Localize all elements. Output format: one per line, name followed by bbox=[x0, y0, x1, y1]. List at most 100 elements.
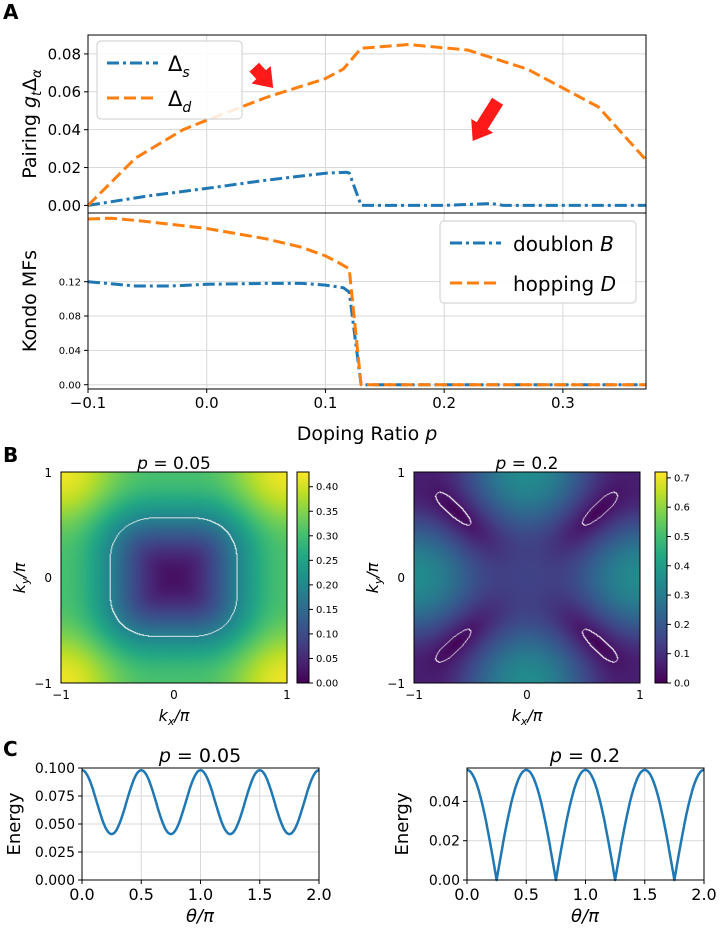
series-group bbox=[466, 768, 705, 882]
y-tick-label: 0.06 bbox=[48, 83, 81, 101]
y-axis-label: Energy bbox=[4, 792, 25, 855]
colorbar-tick-label: 0.00 bbox=[316, 679, 338, 690]
y-tick-label: −1 bbox=[34, 677, 52, 691]
x-axis-label: kx/π bbox=[159, 706, 190, 728]
y-axis-label: Pairing gtΔα bbox=[19, 69, 45, 179]
x-tick-label: −1 bbox=[405, 688, 423, 702]
x-axis-label: θ/π bbox=[571, 906, 600, 927]
colorbar-tick-label: 0.20 bbox=[316, 580, 338, 591]
y-tick-label: 0.000 bbox=[35, 873, 75, 889]
y-tick-label: −1 bbox=[387, 677, 405, 691]
y-tick-label: 0.075 bbox=[35, 789, 75, 805]
y-tick-label: 0.050 bbox=[35, 817, 75, 833]
colorbar-tick-label: 0.6 bbox=[674, 503, 690, 514]
y-axis-label: ky/π bbox=[10, 562, 32, 593]
grid bbox=[466, 768, 705, 881]
red-arrow-annotation bbox=[471, 97, 504, 141]
legend-label-doublon: doublon B bbox=[513, 232, 614, 256]
y-tick-label: 0.08 bbox=[59, 312, 81, 323]
heatmap-b-left: p = 0.05 1 0 −1 −1 0 1 kx/π ky/π 0.000.0… bbox=[10, 454, 338, 728]
legend-label-delta-d: Δd bbox=[168, 87, 191, 116]
x-tick-label: 0.0 bbox=[69, 885, 94, 904]
x-tick-label: 1.0 bbox=[573, 885, 598, 904]
panel-label-c: C bbox=[3, 737, 18, 761]
x-tick-label: 0.1 bbox=[314, 394, 338, 412]
series-line-gap bbox=[81, 768, 320, 836]
x-tick-label: 1 bbox=[283, 688, 291, 702]
x-axis-label: Doping Ratio p bbox=[297, 423, 438, 445]
y-tick-label: 0.00 bbox=[429, 873, 460, 889]
series-line-doublon-b bbox=[87, 280, 646, 387]
annotation-arrows bbox=[249, 62, 504, 141]
x-axis-label: kx/π bbox=[512, 706, 543, 728]
heatmap-image bbox=[61, 472, 287, 683]
y-tick-label: 0.100 bbox=[35, 761, 75, 777]
x-tick-label: 0.5 bbox=[129, 885, 154, 904]
colorbar-tick-label: 0.25 bbox=[316, 556, 338, 567]
x-tick-label: 1 bbox=[636, 688, 644, 702]
plot-frame bbox=[87, 212, 647, 390]
panel-label-a: A bbox=[3, 0, 19, 24]
colorbar-tick-label: 0.5 bbox=[674, 532, 690, 543]
grid bbox=[81, 767, 320, 881]
colorbar-tick-label: 0.1 bbox=[674, 649, 690, 660]
x-axis-label: θ/π bbox=[186, 906, 215, 927]
y-tick-label: 0.04 bbox=[48, 121, 81, 139]
panel-label-b: B bbox=[3, 443, 18, 467]
colorbar-tick-label: 0.7 bbox=[674, 473, 690, 484]
y-tick-label: 0.12 bbox=[59, 277, 81, 288]
chart-a-bottom: 0.00 0.04 0.08 0.12 −0.1 0.0 0.1 0.2 0.3 Kondo … bbox=[19, 212, 647, 445]
y-tick-labels: 0.00 0.02 0.04 bbox=[429, 794, 467, 889]
y-tick-label: 0.00 bbox=[59, 380, 81, 391]
colorbar: 0.0 0.1 0.2 0.3 0.4 0.5 0.6 0.7 bbox=[654, 471, 690, 690]
x-tick-label: 0.5 bbox=[514, 885, 539, 904]
x-tick-label: 0.2 bbox=[432, 394, 456, 412]
x-tick-labels: −0.1 0.0 0.1 0.2 0.3 bbox=[70, 389, 575, 412]
x-tick-label: 2.0 bbox=[691, 885, 716, 904]
colorbar-tick-label: 0.35 bbox=[316, 507, 338, 518]
series-line--s bbox=[87, 170, 646, 207]
y-axis-label: Energy bbox=[392, 792, 413, 855]
plot-frame bbox=[60, 471, 288, 684]
x-tick-label: −1 bbox=[52, 688, 70, 702]
series-group bbox=[86, 43, 648, 207]
y-tick-label: 0.04 bbox=[59, 346, 81, 357]
y-axis-label: ky/π bbox=[363, 562, 385, 593]
y-tick-label: 0.04 bbox=[429, 794, 460, 810]
chart-a-top: 0.00 0.02 0.04 0.06 0.08 Pairing gtΔα Δs Δd bbox=[19, 34, 648, 215]
series-group bbox=[81, 768, 320, 836]
x-tick-label: 0.3 bbox=[551, 394, 575, 412]
x-tick-label: 1.0 bbox=[188, 885, 213, 904]
colorbar-tick-label: 0.40 bbox=[316, 482, 338, 493]
colorbar-gradient bbox=[654, 471, 668, 684]
x-tick-label: 0 bbox=[523, 688, 531, 702]
chart-c-right: p = 0.2 0.00 0.02 0.04 0.0 0.5 1.0 1.5 2.0 Ene… bbox=[392, 745, 717, 927]
series-line-gap bbox=[466, 768, 705, 882]
series-line--d bbox=[86, 43, 648, 207]
chart-title: p = 0.2 bbox=[549, 745, 620, 767]
colorbar-tick-label: 0.3 bbox=[674, 591, 690, 602]
colorbar-gradient bbox=[296, 471, 310, 684]
colorbar-tick-label: 0.4 bbox=[674, 561, 690, 572]
plot-frame bbox=[413, 471, 641, 684]
y-tick-label: 0.00 bbox=[48, 197, 81, 215]
y-tick-labels: 0.00 0.02 0.04 0.06 0.08 bbox=[48, 45, 88, 215]
x-tick-label: 0 bbox=[170, 688, 178, 702]
y-tick-label: 0.02 bbox=[429, 834, 460, 850]
legend: Δs Δd bbox=[96, 40, 243, 120]
chart-title: p = 0.05 bbox=[136, 454, 211, 474]
colorbar-tick-label: 0.10 bbox=[316, 629, 338, 640]
series-line-hopping-d bbox=[87, 216, 646, 387]
x-tick-label: 1.5 bbox=[247, 885, 272, 904]
chart-title: p = 0.05 bbox=[158, 745, 241, 767]
colorbar-tick-label: 0.15 bbox=[316, 605, 338, 616]
colorbar: 0.00 0.05 0.10 0.15 0.20 0.25 0.30 0.35 0.40 bbox=[296, 471, 338, 690]
heatmap-image bbox=[414, 472, 640, 683]
y-tick-label: 0.02 bbox=[48, 159, 81, 177]
colorbar-tick-label: 0.0 bbox=[674, 679, 690, 690]
x-tick-label: −0.1 bbox=[70, 394, 106, 412]
y-tick-labels: 0.00 0.04 0.08 0.12 bbox=[59, 277, 88, 391]
heatmap-b-right: p = 0.2 1 0 −1 −1 0 1 kx/π ky/π 0.00.10.… bbox=[363, 454, 690, 728]
